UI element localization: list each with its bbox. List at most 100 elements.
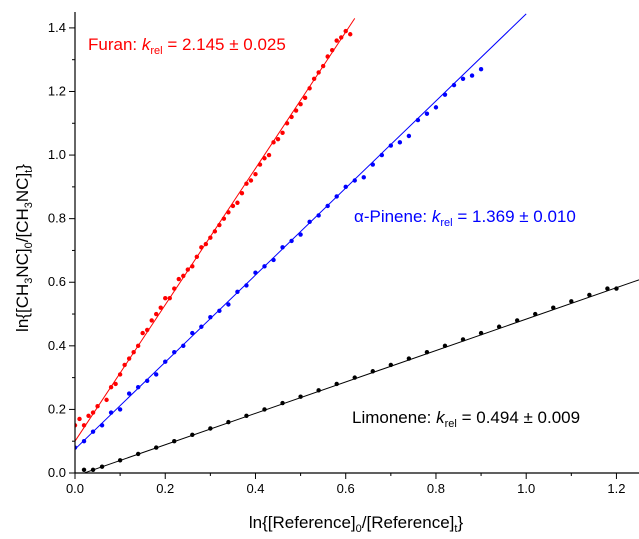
- point-1-12: [181, 343, 186, 349]
- x-tick-label-6: 1.2: [607, 481, 625, 496]
- point-0-34: [230, 203, 236, 209]
- x-tick-label-4: 0.8: [427, 481, 445, 496]
- point-0-24: [185, 267, 190, 272]
- point-0-33: [226, 210, 231, 215]
- axes: [74, 12, 639, 474]
- point-2-13: [298, 394, 303, 399]
- point-1-19: [244, 283, 249, 288]
- x-tick-label-5: 1.0: [517, 481, 535, 496]
- point-1-42: [451, 82, 457, 88]
- x-tick-label-1: 0.2: [156, 481, 174, 496]
- point-0-35: [235, 200, 240, 205]
- point-2-26: [533, 311, 538, 317]
- point-0-6: [104, 397, 109, 403]
- point-1-45: [478, 67, 484, 72]
- point-1-15: [208, 315, 213, 320]
- y-axis-title: ln{[CH3NC]0/[CH3NC]t}: [13, 164, 35, 332]
- point-0-3: [86, 413, 91, 418]
- point-2-8: [208, 426, 213, 431]
- point-0-30: [212, 229, 218, 234]
- point-0-17: [154, 311, 159, 317]
- point-0-27: [199, 245, 204, 250]
- point-1-8: [144, 378, 150, 383]
- annotation-limonene: Limonene: krel = 0.494 ± 0.009: [352, 408, 580, 430]
- y-tick-label-5: 1.0: [48, 147, 66, 162]
- point-1-17: [226, 302, 231, 307]
- x-tick-label-0: 0.0: [66, 481, 84, 496]
- point-1-26: [307, 219, 312, 225]
- point-2-27: [551, 305, 556, 310]
- point-0-25: [190, 264, 195, 269]
- point-0-13: [135, 343, 141, 349]
- point-1-21: [262, 264, 267, 269]
- point-2-1: [90, 467, 96, 473]
- point-0-49: [298, 102, 303, 107]
- point-1-36: [397, 140, 403, 145]
- point-2-4: [135, 451, 141, 457]
- point-0-7: [108, 384, 114, 390]
- point-0-60: [348, 32, 353, 37]
- point-1-44: [469, 73, 475, 78]
- point-0-14: [140, 330, 145, 336]
- point-0-29: [208, 235, 213, 240]
- point-1-34: [379, 152, 385, 158]
- point-1-9: [154, 372, 159, 377]
- point-0-50: [302, 95, 308, 101]
- x-tick-label-3: 0.6: [337, 481, 355, 496]
- point-0-44: [275, 136, 281, 142]
- point-1-2: [90, 429, 96, 434]
- point-0-48: [293, 108, 299, 113]
- point-2-25: [514, 318, 520, 323]
- point-0-40: [257, 162, 263, 167]
- point-2-0: [81, 467, 87, 473]
- point-0-54: [320, 63, 326, 69]
- point-2-3: [117, 458, 123, 463]
- point-1-14: [199, 324, 204, 329]
- point-1-20: [253, 270, 258, 275]
- point-2-16: [352, 375, 357, 380]
- point-0-5: [95, 404, 100, 409]
- point-0-23: [181, 273, 186, 279]
- point-1-3: [99, 423, 105, 428]
- point-1-28: [325, 203, 330, 209]
- point-0-12: [131, 349, 136, 355]
- point-0-11: [126, 356, 132, 361]
- point-0-56: [329, 47, 335, 53]
- point-0-59: [343, 28, 348, 34]
- x-axis-title: ln{[Reference]0/[Reference]t}: [249, 513, 464, 535]
- point-2-29: [587, 292, 592, 298]
- point-2-31: [614, 286, 619, 291]
- point-1-31: [352, 178, 357, 183]
- point-2-23: [478, 330, 484, 336]
- point-2-30: [605, 286, 610, 291]
- point-2-9: [226, 419, 231, 425]
- point-2-24: [496, 324, 502, 329]
- y-tick-label-4: 0.8: [48, 211, 66, 226]
- point-0-16: [149, 318, 154, 323]
- point-2-17: [370, 369, 375, 374]
- point-2-14: [316, 388, 321, 393]
- point-1-16: [217, 308, 222, 314]
- point-0-37: [244, 181, 249, 186]
- point-0-42: [266, 152, 272, 158]
- point-0-22: [176, 276, 181, 282]
- point-2-18: [388, 362, 394, 368]
- point-0-9: [117, 372, 123, 377]
- y-tick-label-0: 0.0: [48, 465, 66, 480]
- point-0-38: [248, 178, 254, 183]
- point-1-29: [334, 194, 339, 199]
- point-2-2: [99, 464, 105, 469]
- point-1-6: [126, 391, 132, 396]
- point-1-41: [442, 92, 448, 97]
- point-1-10: [163, 359, 168, 364]
- point-0-8: [113, 381, 118, 387]
- point-2-21: [442, 343, 448, 349]
- point-2-15: [334, 381, 339, 387]
- point-0-19: [163, 295, 168, 301]
- point-2-22: [460, 337, 466, 342]
- ticks: 0.0 0.2 0.4 0.6 0.8 1.0 1.2 0.0 0.2 0.4 0.6 0.8 1.0 1…: [48, 20, 626, 496]
- point-0-20: [167, 295, 172, 301]
- point-0-15: [144, 327, 150, 333]
- point-2-7: [190, 432, 195, 438]
